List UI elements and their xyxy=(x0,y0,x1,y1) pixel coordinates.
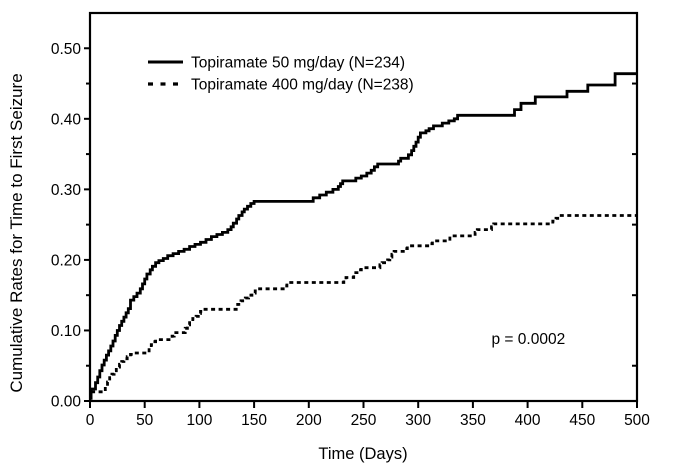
x-tick-label: 150 xyxy=(241,412,267,429)
x-tick-label: 100 xyxy=(186,412,212,429)
x-tick-label: 450 xyxy=(569,412,595,429)
legend-label-topiramate-400: Topiramate 400 mg/day (N=238) xyxy=(191,77,414,94)
x-tick-label: 500 xyxy=(624,412,650,429)
legend: Topiramate 50 mg/day (N=234) Topiramate … xyxy=(148,55,414,94)
x-tick-label: 350 xyxy=(460,412,486,429)
y-axis-title: Cumulative Rates for Time to First Seizu… xyxy=(7,73,26,392)
y-tick-label: 0.50 xyxy=(51,41,82,58)
x-tick-label: 200 xyxy=(296,412,322,429)
legend-label-topiramate-50: Topiramate 50 mg/day (N=234) xyxy=(191,55,405,72)
y-tick-label: 0.00 xyxy=(51,394,82,411)
x-axis-title: Time (Days) xyxy=(318,445,407,463)
y-tick-label: 0.30 xyxy=(51,182,82,199)
y-tick-label: 0.40 xyxy=(51,111,82,128)
y-tick-label: 0.10 xyxy=(51,323,82,340)
plot-area: 0 50 100 150 200 250 300 350 400 450 500 0.00 0.10 0.… xyxy=(51,11,650,429)
series-curve-topiramate-400 xyxy=(89,214,637,400)
x-tick-label: 50 xyxy=(136,412,154,429)
x-tick-label: 300 xyxy=(405,412,431,429)
x-tick-label: 400 xyxy=(515,412,541,429)
y-tick-label: 0.20 xyxy=(51,252,82,269)
p-value-annotation: p = 0.0002 xyxy=(492,331,566,348)
x-tick-label: 0 xyxy=(86,412,95,429)
series-curve-topiramate-50 xyxy=(89,72,637,400)
x-tick-label: 250 xyxy=(351,412,377,429)
